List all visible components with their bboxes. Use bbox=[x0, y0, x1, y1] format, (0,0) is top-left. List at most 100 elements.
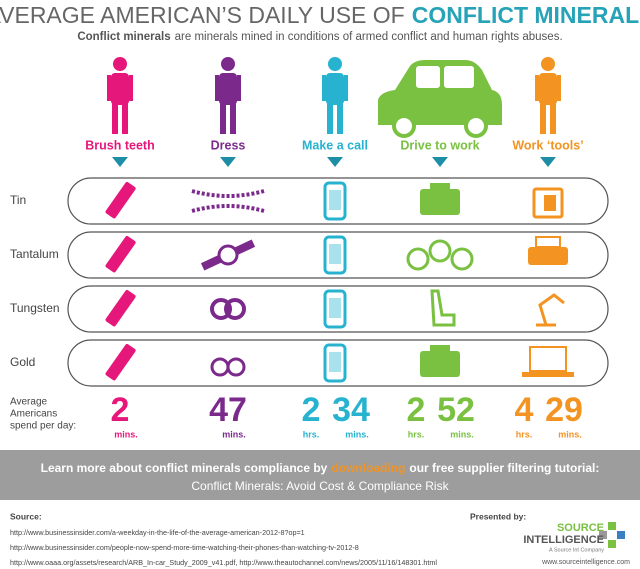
figure-arm bbox=[535, 75, 539, 101]
time-value: 2 bbox=[111, 391, 130, 429]
engine-top bbox=[430, 345, 450, 351]
item-icon bbox=[406, 239, 474, 271]
item-icon bbox=[210, 357, 246, 377]
banner-text: our free supplier filtering tutorial: bbox=[409, 461, 599, 475]
time-value: 52 bbox=[437, 391, 475, 429]
zipper bbox=[191, 189, 265, 213]
seat bbox=[430, 289, 456, 327]
phone bbox=[323, 235, 347, 275]
pointer-triangle bbox=[432, 157, 448, 167]
ring bbox=[224, 298, 246, 320]
banner-line2: Conflict Minerals: Avoid Cost & Complian… bbox=[191, 479, 449, 493]
figure-leg bbox=[230, 104, 236, 134]
car-wheel bbox=[392, 114, 416, 138]
title-part: AVERAGE AMERICAN’S DAILY USE OF bbox=[0, 2, 405, 28]
pointer-triangle bbox=[540, 157, 556, 167]
row-pill bbox=[67, 339, 609, 387]
phone-screen bbox=[329, 298, 341, 318]
figure-leg bbox=[327, 104, 333, 134]
pointer-triangle bbox=[220, 157, 236, 167]
activity-label: Drive to work bbox=[400, 138, 479, 152]
item-icon bbox=[105, 181, 136, 219]
time-value: 29 bbox=[545, 391, 583, 429]
figure-leg bbox=[540, 104, 546, 134]
source-url[interactable]: http://www.businessinsider.com/a-weekday… bbox=[10, 528, 305, 537]
item-icon bbox=[528, 236, 568, 265]
title-highlight: CONFLICT MINERALS bbox=[412, 2, 640, 28]
phone-screen bbox=[329, 190, 341, 210]
activity-label: Dress bbox=[211, 138, 246, 152]
figure-leg bbox=[122, 104, 128, 134]
item-icon bbox=[210, 298, 246, 320]
source-title: Source: bbox=[10, 511, 42, 521]
mineral-label: Tantalum bbox=[10, 247, 59, 261]
subtitle: Conflict minerals are minerals mined in c… bbox=[77, 31, 562, 43]
figure-arm bbox=[129, 75, 133, 101]
figure bbox=[215, 57, 241, 134]
logo-square bbox=[608, 522, 616, 530]
source-url[interactable]: http://www.businessinsider.com/people-no… bbox=[10, 543, 359, 552]
figure-leg bbox=[112, 104, 118, 134]
item-icon bbox=[536, 293, 565, 327]
figure-head bbox=[541, 57, 555, 71]
time-unit: mins. bbox=[345, 429, 369, 439]
printer bbox=[528, 247, 568, 265]
figure bbox=[107, 57, 133, 134]
logo-square bbox=[599, 531, 607, 539]
figure-leg bbox=[337, 104, 343, 134]
laptop bbox=[529, 346, 567, 372]
presented-label: Presented by: bbox=[470, 511, 526, 521]
figure-arm bbox=[107, 75, 111, 101]
toothpaste bbox=[105, 343, 136, 381]
lamp bbox=[536, 293, 565, 327]
phone bbox=[323, 343, 347, 383]
toothpaste bbox=[105, 181, 136, 219]
subtitle-term: Conflict minerals bbox=[77, 31, 170, 43]
logo-square bbox=[617, 531, 625, 539]
desk-phone bbox=[532, 187, 564, 219]
phone-screen bbox=[329, 244, 341, 264]
pointer-triangle bbox=[327, 157, 343, 167]
row-pill bbox=[67, 177, 609, 225]
printer-paper bbox=[535, 236, 561, 248]
activity-label: Work ‘tools’ bbox=[512, 138, 583, 152]
watch-face bbox=[217, 244, 239, 266]
presenter-url[interactable]: www.sourceintelligence.com bbox=[541, 559, 630, 566]
banner-text: Learn more about conflict minerals compl… bbox=[41, 461, 328, 475]
phone bbox=[323, 289, 347, 329]
source-url[interactable]: http://www.oaaa.org/assets/research/ARB_… bbox=[10, 558, 437, 567]
figure-body bbox=[326, 73, 344, 105]
figure-body bbox=[111, 73, 129, 105]
title: AVERAGE AMERICAN’S DAILY USE OF CONFLICT … bbox=[0, 2, 640, 28]
time-value: 2 bbox=[302, 391, 321, 429]
pointer-triangle bbox=[112, 157, 128, 167]
time-unit: mins. bbox=[558, 429, 582, 439]
figure-leg bbox=[550, 104, 556, 134]
banner bbox=[0, 450, 640, 500]
logo-tagline: A Source Int Company bbox=[549, 547, 604, 553]
spend-label: spend per day: bbox=[10, 421, 76, 432]
item-icon bbox=[430, 289, 456, 327]
laptop-base bbox=[522, 372, 574, 377]
banner-link[interactable]: downloading bbox=[331, 461, 405, 475]
item-icon bbox=[522, 346, 574, 377]
engine bbox=[420, 351, 460, 377]
figure-body bbox=[219, 73, 237, 105]
spend-label: Average bbox=[10, 397, 48, 408]
item-icon bbox=[323, 289, 347, 329]
desk-phone-pad bbox=[544, 195, 556, 211]
item-icon bbox=[420, 345, 460, 377]
time-unit: hrs. bbox=[303, 429, 320, 439]
logo-text: SOURCE bbox=[557, 522, 604, 534]
spend-label: Americans bbox=[10, 409, 57, 420]
time-unit: hrs. bbox=[516, 429, 533, 439]
logo-square bbox=[608, 540, 616, 548]
phone-screen bbox=[329, 352, 341, 372]
figure-arm bbox=[344, 75, 348, 101]
figure-arm bbox=[322, 75, 326, 101]
toothpaste bbox=[105, 235, 136, 273]
toothpaste bbox=[105, 289, 136, 327]
item-icon bbox=[532, 187, 564, 219]
logo: SOURCE INTELLIGENCE A Source Int Company bbox=[523, 522, 625, 553]
earring bbox=[226, 357, 246, 377]
